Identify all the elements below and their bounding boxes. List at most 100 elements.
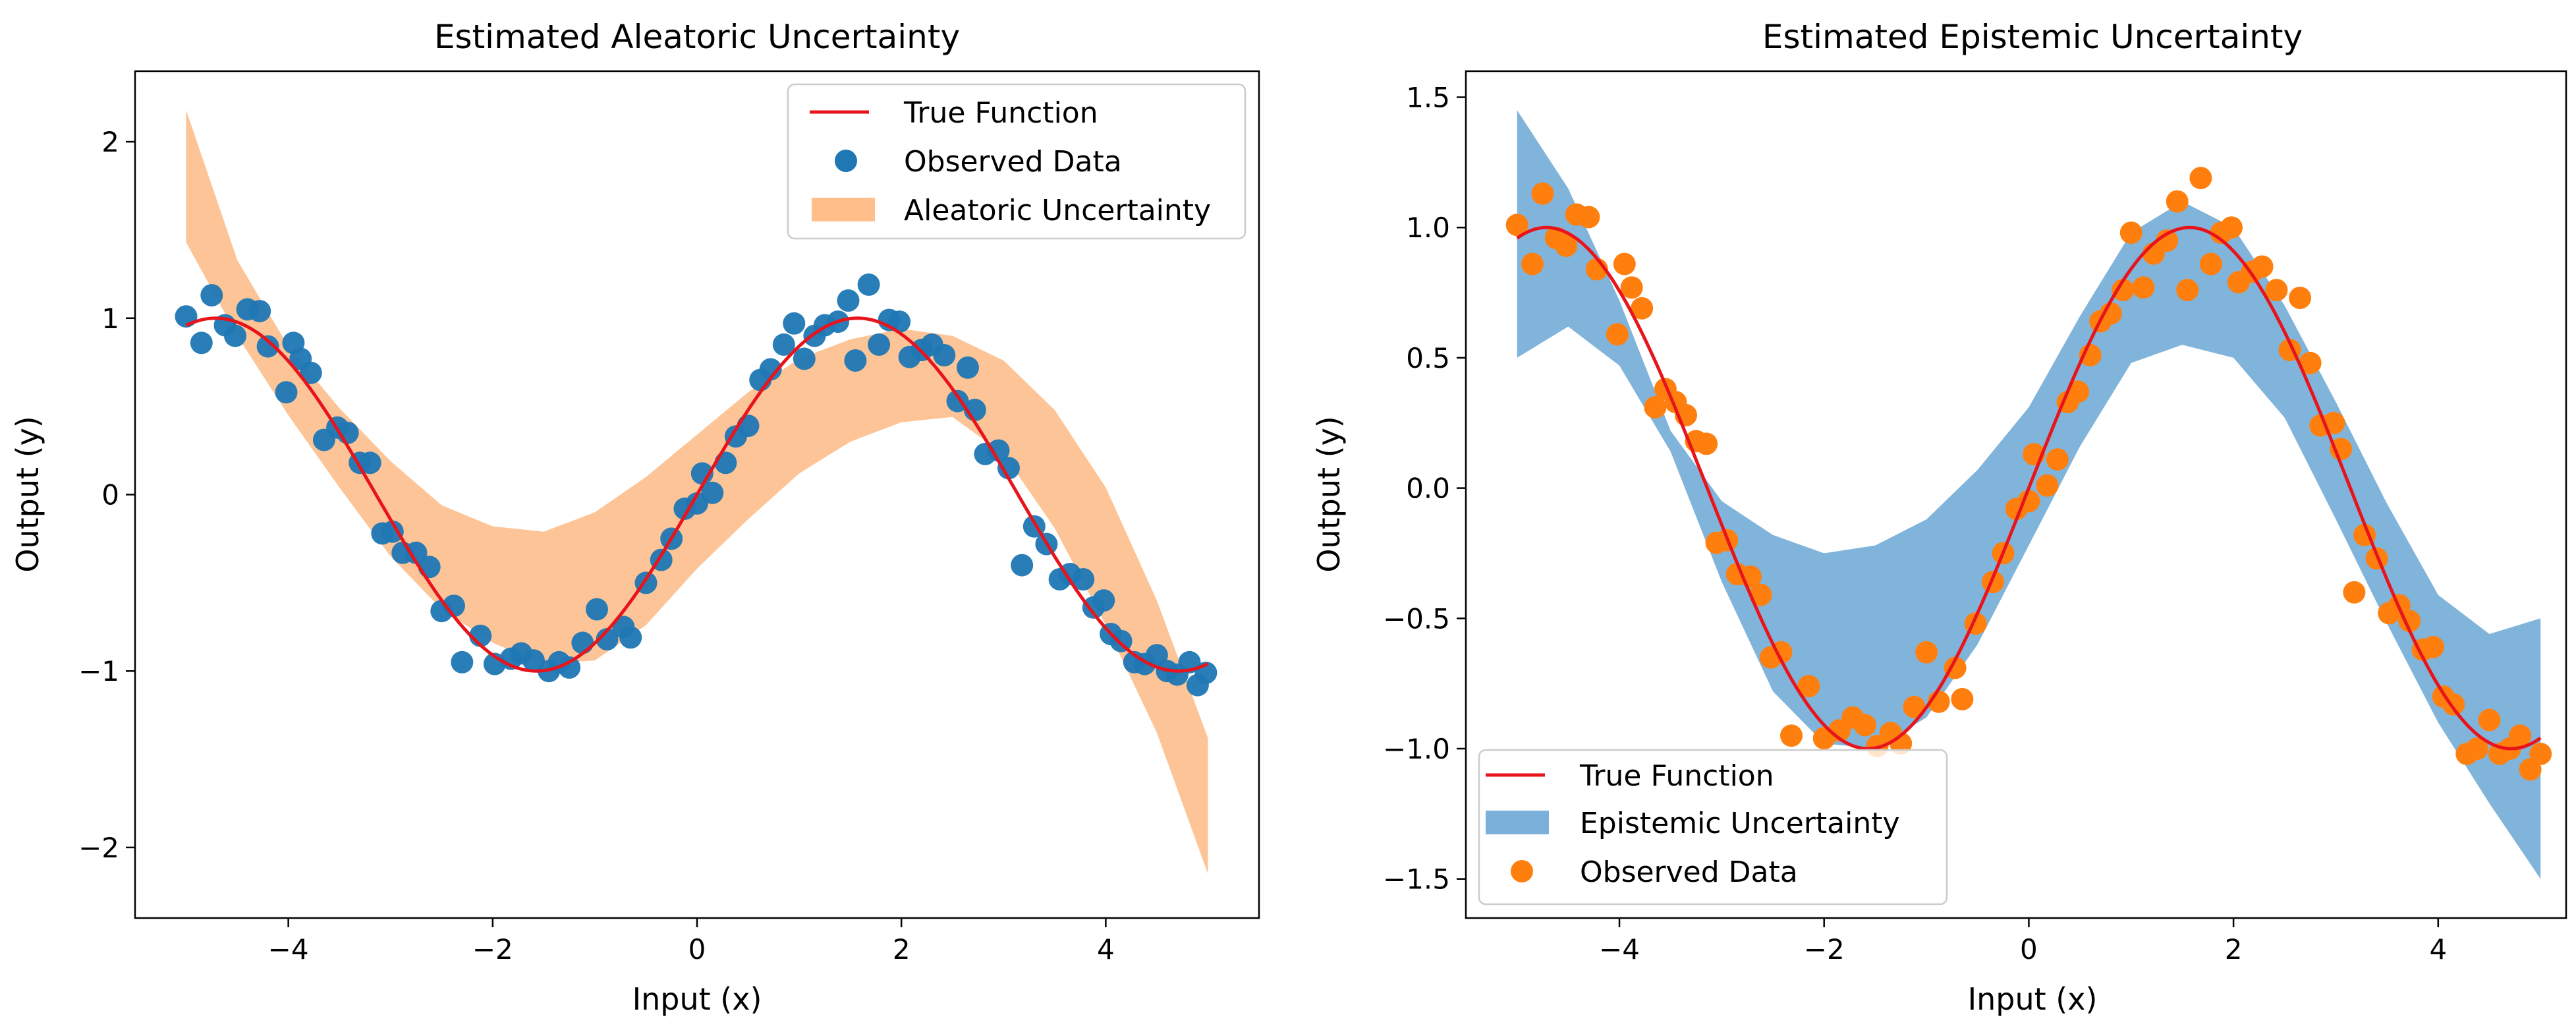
aleatoric-data-point [714,451,737,475]
epistemic-y-ticks: −1.5 −1.0 −0.5 0.0 0.5 1.0 1.5 [1383,82,1466,896]
aleatoric-data-point [783,312,806,335]
aleatoric-data-point [275,381,298,404]
epistemic-data-point [2166,190,2189,213]
aleatoric-data-point [190,331,213,355]
epistemic-data-point [2156,229,2179,252]
aleatoric-legend-patch-swatch [812,198,875,221]
epistemic-data-point [1620,276,1643,299]
epistemic-data-point [2289,287,2312,309]
epistemic-data-point [2112,279,2135,302]
epistemic-data-point [1555,234,1578,257]
aleatoric-x-axis-label: Input (x) [632,981,762,1017]
epistemic-data-point [1505,214,1528,237]
aleatoric-data-point [418,556,441,579]
aleatoric-data-point [793,347,816,370]
aleatoric-data-point [248,300,271,323]
aleatoric-y-tick-label: 1 [101,302,119,335]
aleatoric-data-point [1092,589,1115,612]
epistemic-data-point [1749,583,1772,606]
epistemic-data-point [2422,635,2444,658]
aleatoric-line-layer [185,316,1209,673]
aleatoric-x-tick-label: −4 [268,933,309,965]
epistemic-x-tick-label: −2 [1804,933,1845,965]
aleatoric-x-tick-label: −2 [472,933,513,965]
aleatoric-data-point [358,451,381,475]
epistemic-data-point [1613,252,1636,275]
aleatoric-data-point [933,344,956,366]
aleatoric-data-point [987,439,1010,462]
aleatoric-data-point [224,324,246,347]
epistemic-y-tick-label: 0.0 [1406,473,1450,505]
epistemic-data-point [1797,675,1820,698]
aleatoric-data-point [737,415,760,438]
aleatoric-x-tick-label: 2 [893,933,910,965]
epistemic-data-point [2478,708,2501,732]
aleatoric-data-point [405,541,428,564]
aleatoric-data-point [381,520,404,543]
epistemic-data-point [2299,351,2322,374]
epistemic-y-tick-label: 0.5 [1406,342,1450,374]
aleatoric-data-point [1011,554,1034,577]
aleatoric-data-point [844,349,867,372]
epistemic-data-point [2251,255,2274,278]
aleatoric-data-point [997,457,1020,480]
epistemic-data-point [1521,252,1544,275]
aleatoric-chart: Estimated Aleatoric Uncertainty −4 −2 0 2 4 … [10,18,1260,1017]
epistemic-data-point [2189,167,2212,190]
aleatoric-x-tick-label: 4 [1097,933,1115,965]
aleatoric-data-point [868,333,891,356]
aleatoric-x-tick-label: 0 [688,933,706,965]
epistemic-data-point [2176,279,2199,302]
epistemic-data-point [2199,252,2222,275]
epistemic-y-tick-label: −1.0 [1383,733,1450,765]
epistemic-data-point [1531,182,1554,205]
epistemic-data-point [1631,297,1654,320]
aleatoric-data-point [200,284,223,306]
epistemic-x-tick-label: 0 [2020,933,2038,965]
epistemic-chart: Estimated Epistemic Uncertainty −4 −2 0 2 4 … [1311,18,2567,1017]
epistemic-data-point [1853,714,1876,737]
aleatoric-points-layer [175,273,1218,697]
aleatoric-data-point [596,628,619,650]
aleatoric-legend-observed-data: Observed Data [904,145,1122,179]
epistemic-data-point [2465,737,2488,760]
epistemic-y-tick-label: 1.5 [1406,82,1450,114]
aleatoric-data-point [759,358,782,381]
epistemic-data-point [2265,279,2288,302]
aleatoric-data-point [1145,644,1168,667]
epistemic-data-point [1903,695,1926,718]
epistemic-data-point [2529,742,2552,765]
aleatoric-data-point [571,631,594,654]
epistemic-legend-marker-swatch [1511,860,1533,882]
aleatoric-y-tick-label: 2 [101,126,119,158]
epistemic-legend-epistemic-uncertainty: Epistemic Uncertainty [1580,807,1900,840]
epistemic-data-point [2220,216,2243,239]
epistemic-data-point [1606,323,1629,346]
epistemic-plot-frame [1465,70,2567,919]
epistemic-data-point [2509,724,2532,747]
aleatoric-y-tick-label: −1 [78,655,119,687]
aleatoric-data-point [701,481,724,504]
aleatoric-data-point [299,361,322,384]
aleatoric-legend-marker-swatch [835,150,857,172]
epistemic-data-point [1695,432,1718,455]
aleatoric-data-point [1072,568,1095,590]
aleatoric-data-point [619,626,642,649]
epistemic-data-point [1780,724,1803,747]
aleatoric-true-function-line [185,316,1209,673]
epistemic-data-point [2330,438,2353,461]
epistemic-x-axis-label: Input (x) [1968,981,2098,1017]
aleatoric-y-tick-label: −2 [78,832,119,864]
epistemic-data-point [2046,448,2069,471]
epistemic-data-point [1951,687,1974,710]
epistemic-x-tick-label: 2 [2225,933,2243,965]
aleatoric-data-point [957,356,979,379]
epistemic-x-tick-label: 4 [2429,933,2447,965]
epistemic-data-point [2067,380,2089,403]
aleatoric-y-tick-label: 0 [101,479,119,511]
aleatoric-y-axis-label: Output (y) [10,416,45,573]
epistemic-true-function-line [1516,225,2542,751]
aleatoric-legend-true-function: True Function [903,96,1098,130]
epistemic-y-axis-label: Output (y) [1311,416,1347,573]
epistemic-data-point [1915,641,1938,664]
